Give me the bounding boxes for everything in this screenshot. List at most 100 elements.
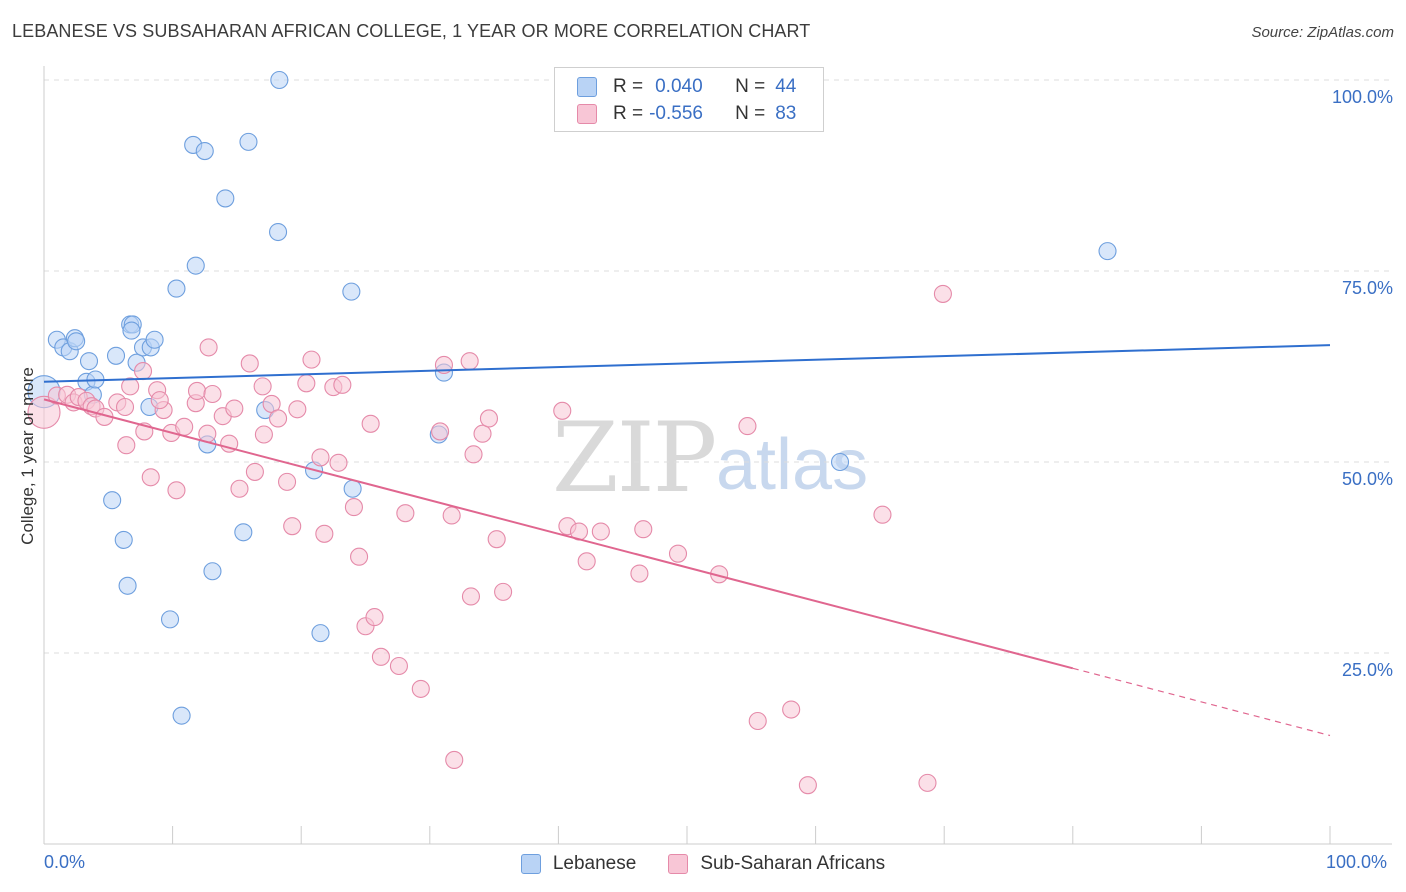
lebanese-point <box>145 330 164 349</box>
lebanese-point <box>216 189 235 208</box>
stats-legend: R = 0.040 N = 44 R = -0.556 N = 83 <box>554 67 824 132</box>
subsaharan-point <box>333 375 352 394</box>
lebanese-point <box>269 222 288 242</box>
subsaharan-point <box>230 479 249 498</box>
lebanese-point <box>67 332 86 351</box>
subsaharan-point <box>203 384 222 404</box>
legend-label-lebanese: Lebanese <box>552 853 637 874</box>
subsaharan-point <box>445 750 464 770</box>
subsaharan-point <box>873 505 892 524</box>
subsaharan-point <box>591 522 610 541</box>
legend-r-value: 0.040 <box>655 76 703 97</box>
subsaharan-point <box>748 711 767 731</box>
watermark-zip: ZIP <box>552 402 717 514</box>
subsaharan-point <box>167 481 186 500</box>
lebanese-point <box>239 132 258 151</box>
lebanese-point <box>172 706 191 725</box>
subsaharan-point <box>133 362 153 381</box>
legend-n-value: 44 <box>775 76 797 97</box>
subsaharan-swatch <box>577 104 597 124</box>
subsaharan-point <box>344 498 363 517</box>
lebanese-point <box>830 452 850 472</box>
subsaharan-point <box>141 468 160 487</box>
subsaharan-point <box>253 377 272 396</box>
subsaharan-point <box>361 414 380 433</box>
lebanese-points <box>27 70 1117 725</box>
subsaharan-point <box>464 445 483 464</box>
y-tick-100: 100.0% <box>1331 87 1393 107</box>
series-legend: Lebanese Sub-Saharan Africans <box>0 852 1406 876</box>
subsaharan-point <box>411 679 430 698</box>
lebanese-point <box>234 523 253 542</box>
legend-r-label: R = <box>613 103 644 124</box>
y-tick-25: 25.0% <box>1341 660 1393 680</box>
lebanese-trend-line <box>43 344 1331 383</box>
trend-lines <box>43 344 1331 737</box>
subsaharan-point <box>634 520 653 539</box>
legend-n-value: 83 <box>775 103 797 124</box>
subsaharan-point <box>269 409 288 428</box>
subsaharan-point <box>630 564 649 583</box>
subsaharan-point <box>577 552 596 571</box>
subsaharan-point <box>254 425 273 444</box>
subsaharan-point <box>442 506 461 525</box>
subsaharan-point <box>738 417 757 436</box>
subsaharan-point <box>350 547 369 566</box>
subsaharan-point <box>460 352 479 371</box>
subsaharan-point <box>798 776 817 795</box>
subsaharan-point <box>461 587 481 606</box>
subsaharan-swatch <box>668 854 689 874</box>
lebanese-point <box>343 479 362 498</box>
subsaharan-point <box>487 530 506 549</box>
subsaharan-point <box>240 354 259 373</box>
legend-item-subsaharan[interactable]: Sub-Saharan Africans <box>668 852 885 876</box>
source-label: Source: ZipAtlas.com <box>1251 24 1394 41</box>
subsaharan-point <box>117 436 136 455</box>
lebanese-point <box>270 70 289 90</box>
legend-item-lebanese[interactable]: Lebanese <box>520 852 637 876</box>
subsaharan-point <box>494 582 513 601</box>
subsaharan-point <box>283 517 302 536</box>
subsaharan-point <box>115 397 135 417</box>
legend-n-label: N = <box>735 103 766 124</box>
lebanese-swatch <box>520 854 541 874</box>
legend-r-label: R = <box>613 76 644 97</box>
lebanese-swatch <box>577 77 597 97</box>
lebanese-point <box>203 562 222 581</box>
subsaharan-point <box>288 400 307 419</box>
lebanese-point <box>1098 242 1117 261</box>
subsaharan-point <box>479 409 499 428</box>
y-tick-50: 50.0% <box>1341 469 1393 489</box>
subsaharan-point <box>150 391 169 410</box>
x-tick-min: 0.0% <box>44 852 86 872</box>
subsaharan-point <box>396 504 415 523</box>
lebanese-point <box>186 256 205 275</box>
subsaharan-point <box>27 395 61 429</box>
subsaharan-point <box>297 374 316 393</box>
subsaharan-point <box>175 417 194 436</box>
subsaharan-point <box>187 381 207 400</box>
subsaharan-points <box>27 284 952 795</box>
lebanese-point <box>103 491 122 510</box>
subsaharan-point <box>278 472 297 491</box>
axes <box>43 66 1392 845</box>
lebanese-point <box>122 321 141 340</box>
lebanese-point <box>106 346 126 365</box>
subsaharan-point <box>329 453 348 472</box>
y-tick-75: 75.0% <box>1341 278 1393 298</box>
subsaharan-point <box>199 338 218 357</box>
x-tick-max: 100.0% <box>1326 852 1388 872</box>
lebanese-point <box>79 352 99 371</box>
lebanese-point <box>118 576 137 595</box>
subsaharan-point <box>371 647 390 666</box>
subsaharan-point <box>431 422 450 441</box>
subsaharan-point <box>553 401 572 420</box>
legend-row-subsaharan: R = -0.556 N = 83 <box>577 102 796 126</box>
subsaharan-point <box>302 350 321 369</box>
subsaharan-point <box>434 355 453 375</box>
lebanese-point <box>114 530 133 549</box>
subsaharan-point <box>918 773 937 792</box>
lebanese-point <box>167 279 186 298</box>
lebanese-point <box>311 624 330 643</box>
